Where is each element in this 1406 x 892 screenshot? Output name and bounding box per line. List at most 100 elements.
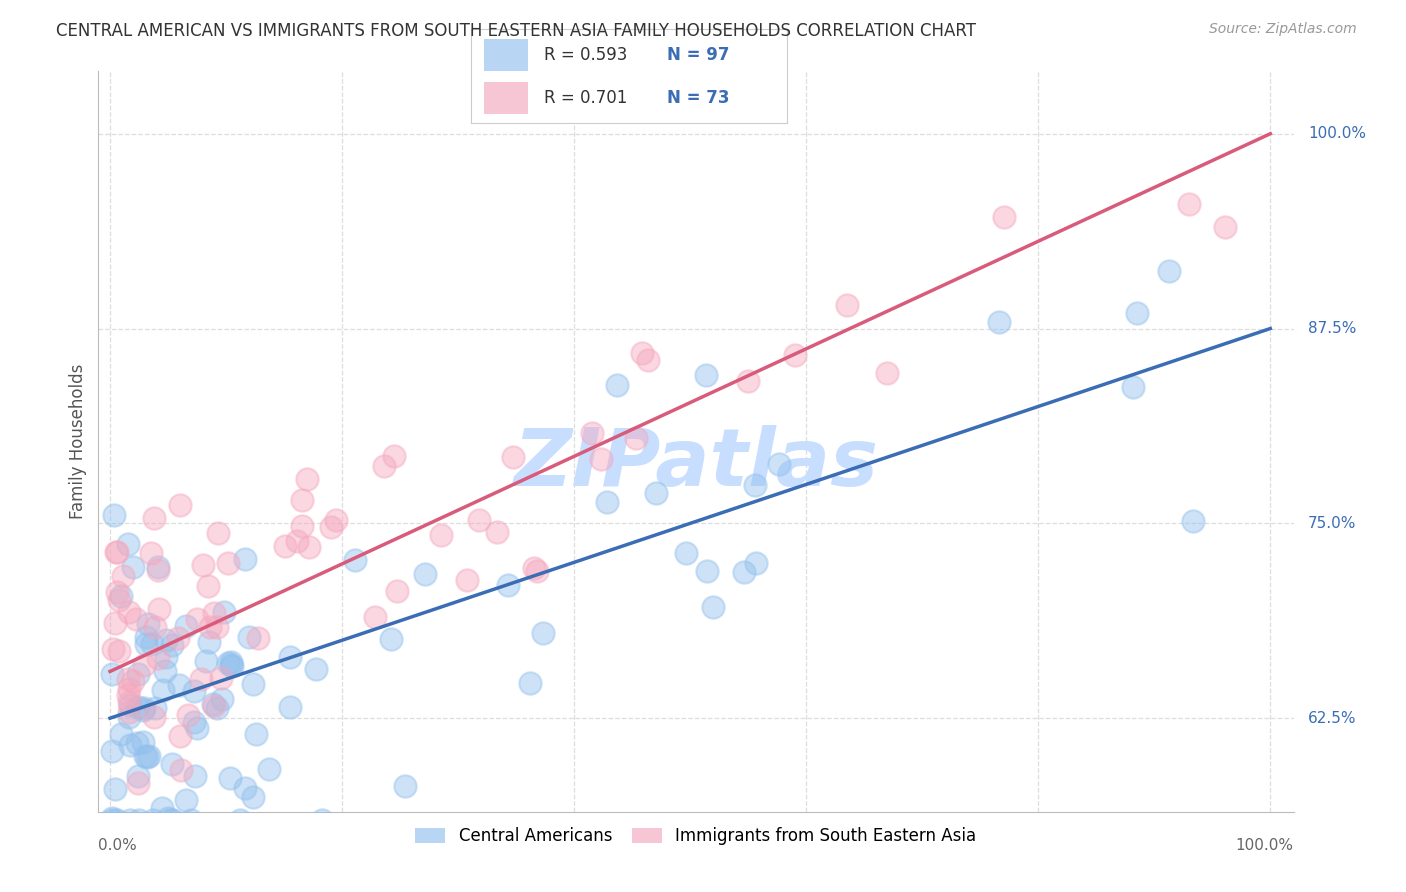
Point [152, 683, 174, 698]
Point [118, 605, 141, 619]
Point [207, 701, 229, 715]
Point [104, 615, 127, 630]
Point [364, 609, 387, 624]
Point [105, 545, 128, 559]
Text: 87.5%: 87.5% [1308, 321, 1357, 336]
Point [135, 749, 157, 764]
Point [212, 605, 235, 619]
Point [238, 630, 260, 644]
Point [205, 620, 228, 634]
Point [103, 508, 125, 523]
Point [118, 710, 141, 724]
Text: ZIPatlas: ZIPatlas [513, 425, 879, 503]
Text: Source: ZipAtlas.com: Source: ZipAtlas.com [1209, 22, 1357, 37]
Point [589, 451, 612, 466]
Point [242, 790, 264, 805]
Point [141, 637, 163, 651]
Point [209, 672, 232, 686]
Point [485, 525, 508, 540]
Point [101, 641, 124, 656]
Point [143, 710, 166, 724]
Point [744, 477, 766, 491]
Point [146, 650, 169, 665]
Point [155, 649, 177, 664]
Point [183, 683, 205, 698]
Point [278, 699, 301, 714]
Point [456, 573, 478, 587]
Point [108, 644, 131, 658]
Text: 75.0%: 75.0% [1308, 516, 1357, 531]
Point [233, 781, 256, 796]
Point [148, 563, 170, 577]
Point [105, 813, 128, 827]
Point [162, 757, 184, 772]
Point [135, 637, 157, 651]
Point [695, 368, 717, 383]
Point [174, 619, 197, 633]
Point [186, 612, 208, 626]
Point [197, 579, 219, 593]
Point [502, 450, 524, 465]
Point [285, 534, 308, 549]
Point [201, 697, 224, 711]
Point [1126, 306, 1149, 320]
Point [160, 638, 183, 652]
Point [523, 561, 546, 575]
Point [127, 770, 149, 784]
Point [380, 632, 402, 646]
Point [127, 736, 149, 750]
Point [219, 771, 242, 785]
Point [233, 552, 256, 566]
Point [167, 678, 190, 692]
Point [624, 431, 647, 445]
Point [143, 701, 166, 715]
Point [103, 782, 125, 797]
Point [159, 813, 181, 827]
Point [259, 763, 281, 777]
Point [274, 539, 297, 553]
Point [596, 495, 619, 509]
Point [768, 458, 790, 472]
Point [198, 620, 221, 634]
Point [496, 578, 519, 592]
Point [101, 743, 124, 757]
Point [118, 694, 141, 708]
Point [876, 367, 898, 381]
Point [127, 776, 149, 790]
Point [127, 667, 149, 681]
Point [118, 681, 141, 696]
Point [242, 677, 264, 691]
Point [150, 801, 173, 815]
Point [117, 672, 139, 686]
Point [278, 649, 301, 664]
Point [162, 813, 184, 827]
Point [993, 210, 1015, 224]
Point [207, 525, 229, 540]
Point [1157, 264, 1180, 278]
Point [581, 425, 603, 440]
Point [696, 565, 718, 579]
Point [291, 493, 314, 508]
Point [118, 698, 141, 712]
Point [202, 698, 225, 713]
Point [644, 485, 666, 500]
Point [246, 631, 269, 645]
Point [733, 565, 755, 579]
Point [468, 513, 491, 527]
Y-axis label: Family Households: Family Households [69, 364, 87, 519]
Point [148, 602, 170, 616]
Point [132, 703, 155, 717]
Point [295, 472, 318, 486]
Point [135, 630, 157, 644]
Point [219, 655, 242, 669]
Point [143, 620, 166, 634]
Point [186, 721, 208, 735]
Point [138, 616, 160, 631]
Point [170, 763, 193, 777]
Point [373, 458, 395, 473]
Text: N = 73: N = 73 [668, 89, 730, 107]
Point [131, 735, 153, 749]
Point [156, 811, 179, 825]
Point [101, 813, 124, 827]
Point [153, 664, 176, 678]
